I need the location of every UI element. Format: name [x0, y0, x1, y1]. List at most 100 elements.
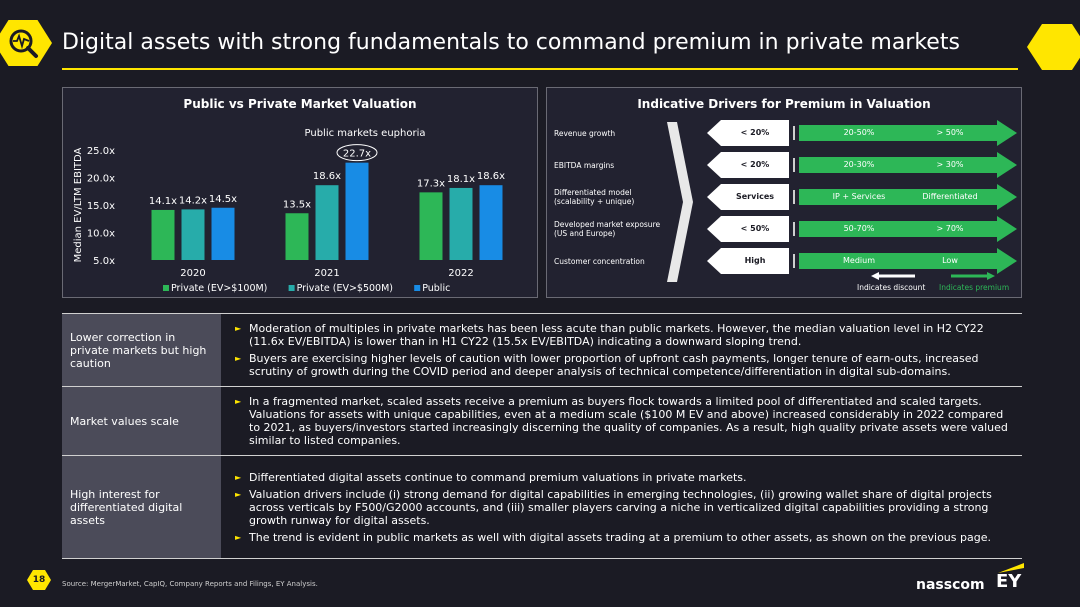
section-row: Market values scale In a fragmented mark…	[62, 387, 1022, 455]
divider-tick	[793, 158, 795, 172]
x-tick-label: 2021	[314, 268, 339, 279]
legend-swatch	[163, 285, 169, 291]
page-title: Digital assets with strong fundamentals …	[62, 30, 960, 55]
valuation-chart-title: Public vs Private Market Valuation	[183, 97, 417, 111]
bullet: In a fragmented market, scaled assets re…	[235, 395, 1014, 447]
section-label: Market values scale	[62, 387, 221, 455]
premium-value: Low	[942, 256, 958, 265]
y-axis-label: Median EV/LTM EBITDA	[73, 147, 84, 262]
legend-discount-label: Indicates discount	[857, 283, 926, 292]
bullet: The trend is evident in public markets a…	[235, 531, 1014, 544]
bar	[315, 185, 339, 260]
y-tick-label: 25.0x	[87, 146, 115, 157]
premium-arrow	[799, 152, 1017, 178]
legend-premium-label: Indicates premium	[939, 283, 1010, 292]
bar	[285, 213, 309, 260]
divider-tick	[793, 190, 795, 204]
y-tick-label: 5.0x	[93, 256, 115, 267]
discount-arrow	[707, 216, 789, 242]
bar	[449, 187, 473, 260]
valuation-bar-chart: Median EV/LTM EBITDA 5.0x 10.0x 15.0x 20.0x 2…	[73, 128, 505, 294]
driver-label: Developed market exposure (US and Europe…	[554, 220, 661, 238]
header-icon-badge	[0, 20, 52, 66]
bar	[345, 162, 369, 260]
findings-table: Lower correction in private markets but …	[62, 313, 1022, 559]
bar	[151, 209, 175, 260]
premium-value: > 30%	[936, 160, 964, 169]
data-label: 14.1x	[149, 196, 177, 207]
bullet: Buyers are exercising higher levels of c…	[235, 352, 1014, 378]
data-label: 22.7x	[343, 149, 371, 160]
premium-value: Differentiated	[922, 192, 978, 201]
section-label: Lower correction in private markets but …	[62, 314, 221, 386]
discount-arrow-icon	[871, 272, 915, 280]
legend-label: Private (EV>$500M)	[297, 283, 393, 294]
driver-row: Differentiated model (scalability + uniq…	[547, 184, 1021, 210]
drivers-title: Indicative Drivers for Premium in Valuat…	[637, 97, 931, 111]
bullet: Valuation drivers include (i) strong dem…	[235, 488, 1014, 527]
premium-arrow	[799, 184, 1017, 210]
source-note: Source: MergerMarket, CapIQ, Company Rep…	[62, 580, 318, 588]
data-label: 17.3x	[417, 178, 445, 189]
bullet: Moderation of multiples in private marke…	[235, 322, 1014, 348]
section-label: High interest for differentiated digital…	[62, 456, 221, 558]
bar	[211, 207, 235, 260]
mid-value: Medium	[843, 256, 875, 265]
divider-tick	[793, 222, 795, 236]
driver-row: Revenue growth < 20% 20-50% > 50%	[547, 120, 1021, 146]
premium-arrow	[799, 248, 1017, 274]
bar	[181, 209, 205, 260]
ey-logo: EY	[996, 563, 1024, 592]
discount-arrow	[707, 152, 789, 178]
nasscom-logo: nasscom	[916, 577, 985, 593]
data-label: 13.5x	[283, 199, 311, 210]
decorative-hexagon	[1027, 24, 1080, 70]
divider-tick	[793, 254, 795, 268]
discount-arrow	[707, 120, 789, 146]
premium-value: > 50%	[936, 128, 964, 137]
title-underline	[62, 68, 1018, 70]
magnifier-pulse-icon	[9, 29, 38, 58]
discount-value: < 50%	[740, 224, 770, 233]
premium-arrow	[799, 120, 1017, 146]
premium-value: > 70%	[936, 224, 964, 233]
discount-value: < 20%	[740, 128, 770, 137]
bar	[419, 192, 443, 260]
discount-arrow	[707, 184, 789, 210]
legend-swatch	[414, 285, 421, 291]
data-label: 18.6x	[313, 171, 341, 182]
y-tick-label: 15.0x	[87, 201, 115, 212]
driver-label: Revenue growth	[554, 128, 616, 138]
bullet: Differentiated digital assets continue t…	[235, 471, 1014, 484]
data-label: 18.1x	[447, 174, 475, 185]
discount-value: < 20%	[740, 160, 770, 169]
section-row: Lower correction in private markets but …	[62, 314, 1022, 386]
premium-arrow-icon	[951, 272, 995, 280]
chevron-divider-icon	[667, 122, 693, 282]
legend-swatch	[288, 285, 295, 291]
legend-label: Private (EV>$100M)	[171, 283, 267, 294]
premium-arrow	[799, 216, 1017, 242]
mid-value: 20-30%	[843, 160, 875, 169]
driver-row: Developed market exposure (US and Europe…	[547, 216, 1021, 242]
data-label: 14.5x	[209, 194, 237, 205]
driver-row: Customer concentration High Medium Low	[547, 248, 1021, 274]
x-tick-label: 2020	[180, 268, 205, 279]
divider-tick	[793, 126, 795, 140]
section-row: High interest for differentiated digital…	[62, 456, 1022, 558]
y-tick-label: 10.0x	[87, 229, 115, 240]
discount-value: Services	[735, 192, 775, 201]
ey-beam-icon	[998, 563, 1024, 573]
y-tick-label: 20.0x	[87, 174, 115, 185]
driver-row: EBITDA margins < 20% 20-30% > 30%	[547, 152, 1021, 178]
ey-logo-text: EY	[996, 571, 1022, 592]
discount-value: High	[744, 256, 766, 265]
x-tick-label: 2022	[448, 268, 473, 279]
driver-label: EBITDA margins	[554, 160, 615, 170]
highlight-ellipse	[336, 144, 378, 162]
bar	[479, 185, 503, 260]
driver-label: Differentiated model (scalability + uniq…	[554, 188, 635, 206]
mid-value: IP + Services	[832, 192, 886, 201]
data-label: 18.6x	[477, 171, 505, 182]
euphoria-annotation: Public markets euphoria	[305, 128, 426, 139]
